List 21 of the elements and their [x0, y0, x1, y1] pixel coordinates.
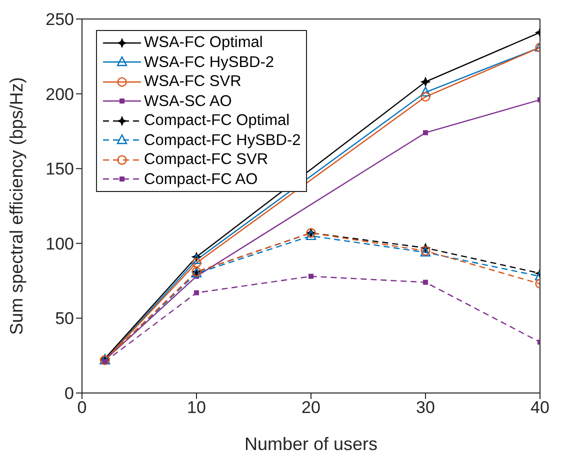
y-tick-label: 250	[46, 10, 74, 30]
y-tick-label: 200	[46, 84, 74, 104]
x-tick-label: 10	[187, 398, 206, 418]
x-axis-title: Number of users	[244, 434, 378, 454]
x-tick-label: 40	[530, 398, 550, 418]
y-tick-label: 50	[55, 309, 74, 328]
x-tick-label: 30	[416, 398, 435, 418]
legend-label: WSA-FC SVR	[144, 72, 242, 92]
y-tick-label: 150	[46, 160, 74, 179]
x-tick-label: 20	[302, 398, 320, 418]
x-tick-label: 0	[77, 398, 87, 418]
y-axis-title: Sum spectral efficiency (bps/Hz)	[6, 77, 26, 335]
legend-label: Compact-FC Optimal	[144, 111, 290, 130]
y-tick-label: 0	[64, 384, 74, 404]
legend-label: WSA-FC HySBD-2	[144, 52, 274, 72]
y-tick-label: 100	[46, 234, 74, 254]
legend-label: Compact-FC HySBD-2	[144, 130, 301, 150]
legend-label: Compact-FC AO	[144, 170, 258, 189]
legend-label: Compact-FC SVR	[144, 150, 268, 170]
legend-label: WSA-SC AO	[144, 92, 232, 111]
legend-label: WSA-FC Optimal	[144, 33, 263, 52]
